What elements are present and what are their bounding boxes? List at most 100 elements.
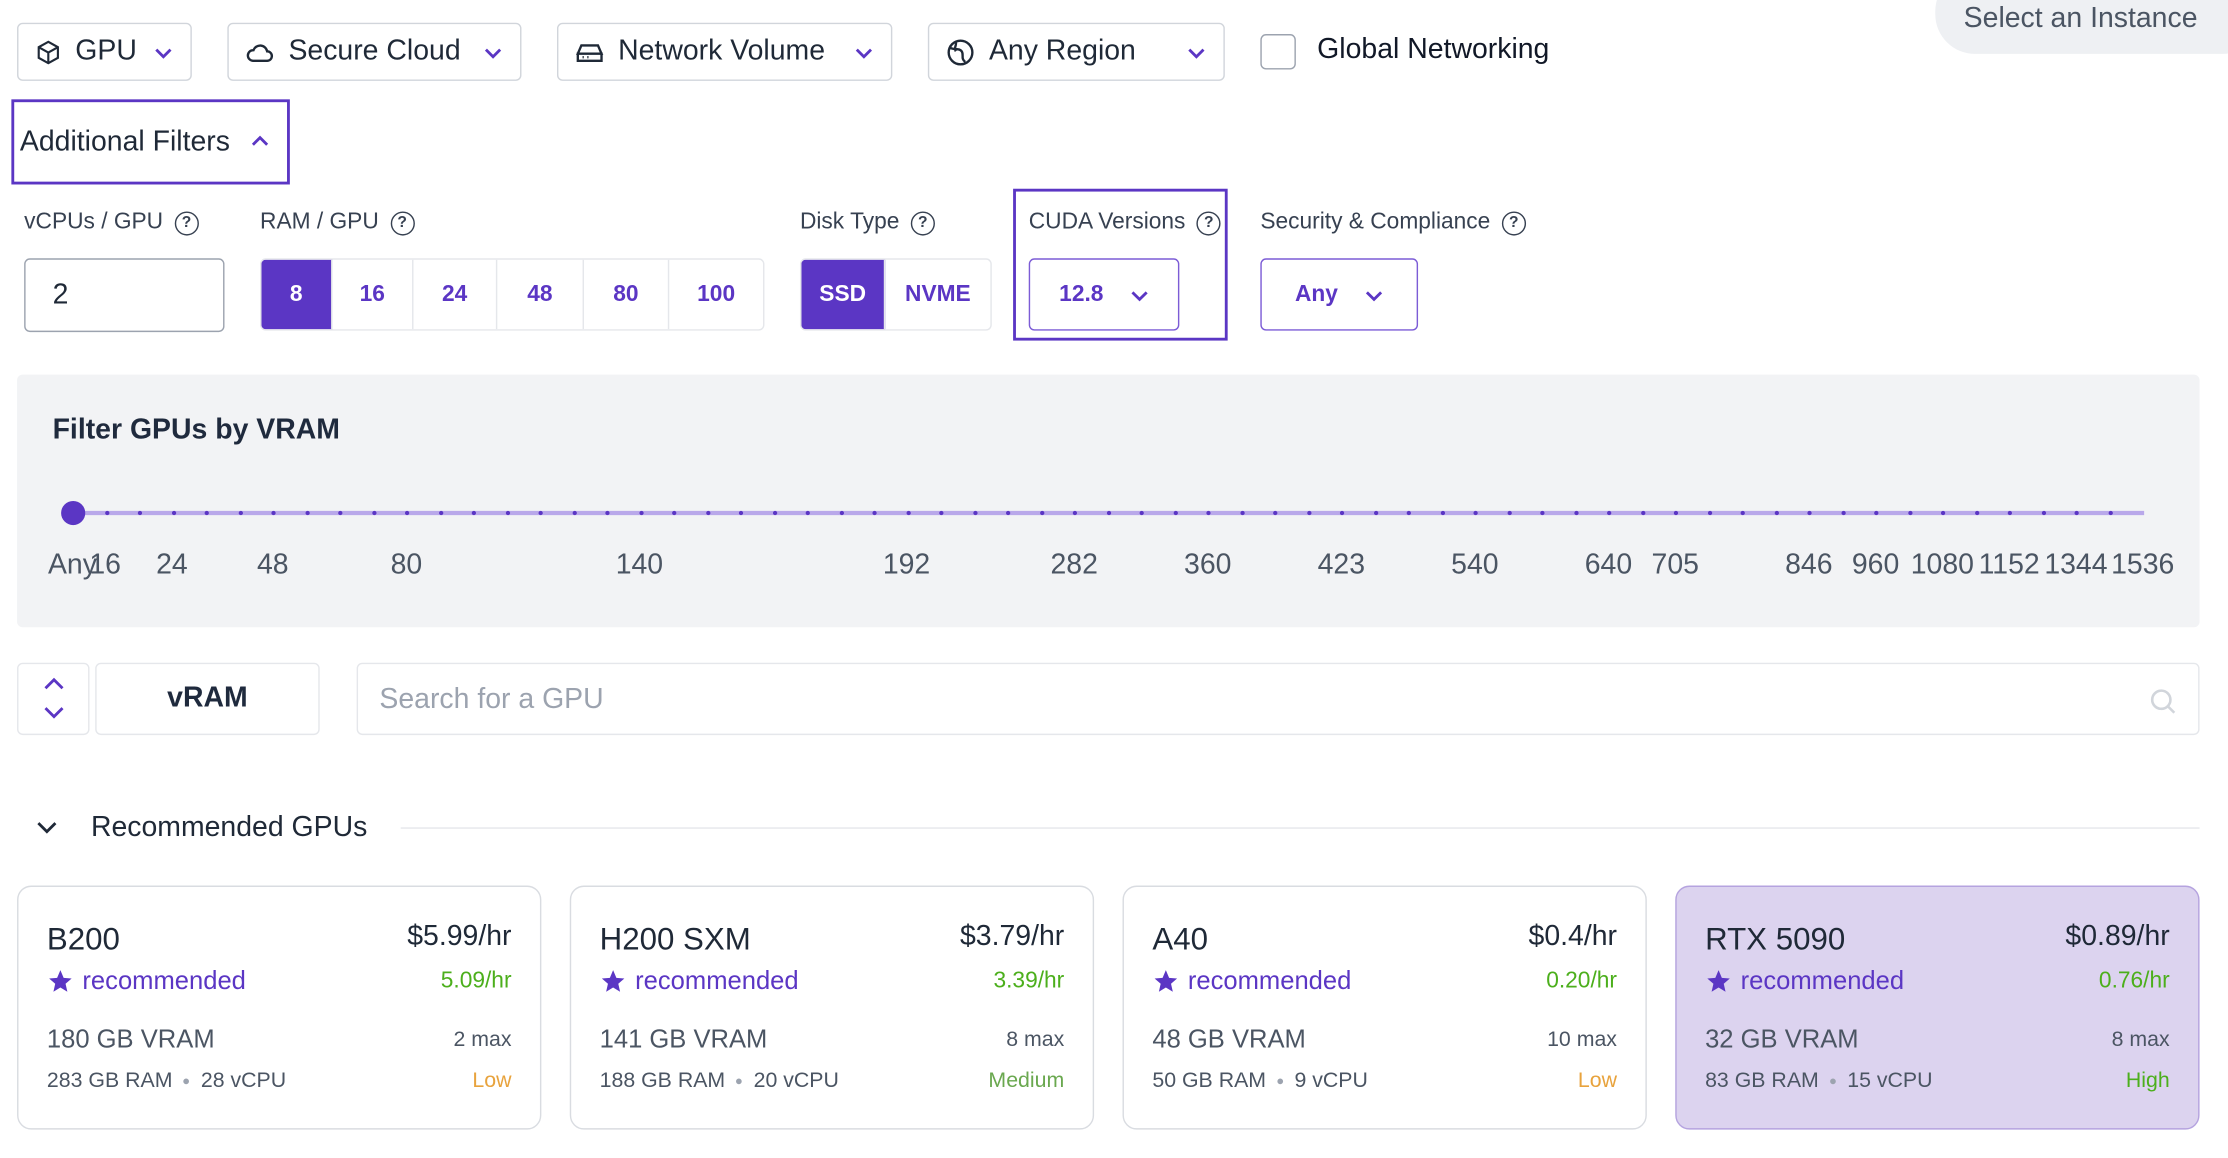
ram-option[interactable]: 100 <box>697 281 736 306</box>
gpu-card[interactable]: B200 $5.99/hr recommended 5.09/hr 180 GB VRA… <box>17 885 542 1130</box>
ram-option[interactable]: 8 <box>261 259 333 330</box>
vram-slider-step <box>839 510 844 516</box>
gpu-name: B200 <box>46 920 120 957</box>
security-value: Any <box>1294 281 1338 306</box>
vram-tick-label: 1080 <box>1910 549 1974 581</box>
vram-tick-label: 1344 <box>2044 549 2108 581</box>
gpu-price: $5.99/hr <box>407 920 512 953</box>
security-dropdown[interactable]: Any <box>1260 258 1419 331</box>
vram-slider-step <box>2107 510 2113 516</box>
gpu-vcpu: 20 vCPU <box>753 1068 839 1093</box>
vram-slider-step <box>1139 510 1144 516</box>
gpu-vcpu: 9 vCPU <box>1294 1068 1368 1093</box>
vram-slider-step <box>137 510 143 516</box>
vram-slider-step <box>438 510 443 516</box>
vram-slider-step <box>1673 510 1679 516</box>
region-dropdown[interactable]: Any Region <box>927 22 1225 81</box>
network-volume-dropdown[interactable]: Network Volume <box>556 22 893 81</box>
vcpus-label-group: vCPUs / GPU ? <box>24 210 199 236</box>
gpu-name: H200 SXM <box>599 920 751 957</box>
recommended-tag: recommended <box>600 966 799 996</box>
cube-icon <box>37 39 59 64</box>
ram-selector: 8 16 24 48 80 100 <box>260 258 765 331</box>
chevron-down-icon <box>155 47 172 59</box>
vcpus-input[interactable]: 2 <box>24 258 225 333</box>
gpu-ram: 188 GB RAM <box>599 1068 726 1093</box>
ram-option[interactable]: 16 <box>332 259 414 330</box>
vram-tick-label: 282 <box>1050 549 1098 581</box>
chevron-down-icon <box>1365 290 1382 301</box>
vram-tick-label: 140 <box>615 549 664 581</box>
ram-option[interactable]: 80 <box>584 259 670 330</box>
recommended-label: recommended <box>635 966 799 995</box>
select-instance-tab[interactable]: Select an Instance <box>1935 0 2228 54</box>
security-label-group: Security & Compliance ? <box>1260 210 1526 236</box>
star-icon <box>49 970 72 992</box>
additional-filters-toggle[interactable]: Additional Filters <box>11 99 290 185</box>
vram-tick-label: 540 <box>1451 549 1499 581</box>
globe-icon <box>947 38 974 65</box>
recommended-label: recommended <box>1187 966 1352 995</box>
region-label: Any Region <box>988 35 1136 67</box>
help-icon[interactable]: ? <box>174 210 199 235</box>
star-icon <box>601 970 625 992</box>
vram-slider-step <box>1239 510 1244 516</box>
vram-slider-step <box>1273 510 1278 516</box>
vram-slider-handle[interactable] <box>61 500 86 526</box>
vram-slider-step <box>1406 510 1411 516</box>
vram-slider-step <box>104 510 109 516</box>
vram-tick-label: 960 <box>1851 549 1900 581</box>
gpu-vram: 48 GB VRAM <box>1152 1024 1306 1053</box>
vram-slider-step <box>1974 510 1979 516</box>
gpu-card[interactable]: RTX 5090 $0.89/hr recommended 0.76/hr 32 GB … <box>1675 885 2200 1130</box>
gpu-vram: 180 GB VRAM <box>46 1024 215 1053</box>
vram-slider-step <box>672 510 677 516</box>
vram-tick-label: 1152 <box>1978 549 2040 581</box>
ram-option[interactable]: 24 <box>413 259 498 330</box>
chevron-up-icon <box>251 135 268 146</box>
vram-slider-step <box>505 510 510 516</box>
availability-status: Low <box>472 1068 512 1093</box>
cloud-type-dropdown[interactable]: Secure Cloud <box>227 22 522 81</box>
vram-slider-step <box>204 510 209 516</box>
separator-dot <box>1277 1077 1284 1084</box>
vram-slider-step <box>371 510 376 516</box>
disk-option-nvme[interactable]: NVME <box>905 281 971 306</box>
collapse-chevron-icon[interactable] <box>34 817 60 837</box>
gpu-type-dropdown[interactable]: GPU <box>17 22 192 81</box>
global-networking-checkbox[interactable] <box>1260 34 1296 70</box>
gpu-card[interactable]: A40 $0.4/hr recommended 0.20/hr 48 GB VRAM 10… <box>1122 885 1647 1130</box>
vram-tick-label: Any <box>47 549 97 581</box>
vram-slider-step <box>1106 510 1111 516</box>
search-placeholder: Search for a GPU <box>379 684 604 716</box>
global-networking-label: Global Networking <box>1317 34 1550 66</box>
gpu-search-input[interactable]: Search for a GPU <box>356 662 2200 736</box>
recommended-tag: recommended <box>1152 966 1351 996</box>
vram-slider-step <box>1473 510 1478 516</box>
disk-option-ssd[interactable]: SSD <box>801 259 886 330</box>
vram-tick-label: 846 <box>1785 549 1833 581</box>
gpu-card[interactable]: H200 SXM $3.79/hr recommended 3.39/hr 141 GB… <box>569 885 1095 1130</box>
vram-slider-step <box>538 510 543 516</box>
star-icon <box>1154 970 1178 992</box>
sort-direction-button[interactable] <box>17 662 90 736</box>
chevron-down-icon <box>484 47 502 59</box>
ram-option[interactable]: 48 <box>497 259 584 330</box>
gpu-vram: 141 GB VRAM <box>599 1024 768 1053</box>
divider <box>400 827 2200 829</box>
availability-status: Medium <box>988 1068 1065 1093</box>
vram-tick-label: 360 <box>1184 549 1232 581</box>
help-icon[interactable]: ? <box>1196 210 1221 235</box>
search-icon <box>2150 689 2176 714</box>
sort-field-button[interactable]: vRAM <box>95 662 320 736</box>
cuda-label-group: CUDA Versions ? <box>1029 210 1221 236</box>
help-icon[interactable]: ? <box>910 210 935 235</box>
vram-slider-step <box>1807 510 1812 516</box>
help-icon[interactable]: ? <box>1501 210 1526 235</box>
vram-tick-label: 1536 <box>2111 549 2175 581</box>
chevron-down-icon <box>855 47 873 59</box>
help-icon[interactable]: ? <box>390 210 415 235</box>
cuda-dropdown[interactable]: 12.8 <box>1028 258 1180 331</box>
gpu-ram: 50 GB RAM <box>1152 1068 1267 1093</box>
vram-slider-step <box>1740 510 1745 516</box>
